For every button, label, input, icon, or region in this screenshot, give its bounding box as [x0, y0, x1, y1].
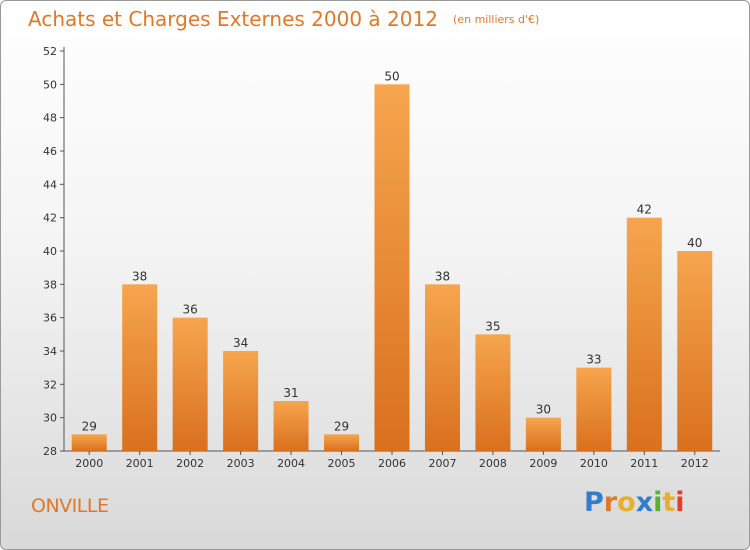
- logo-letter: i: [675, 487, 685, 518]
- bar-value-label: 30: [536, 403, 551, 417]
- bar: [424, 284, 460, 451]
- bar-value-label: 31: [283, 386, 298, 400]
- x-tick-label: 2002: [176, 457, 204, 470]
- bar: [374, 84, 410, 451]
- y-tick-label: 32: [43, 378, 57, 391]
- bar-value-label: 33: [586, 353, 601, 367]
- logo-letter: P: [584, 487, 604, 518]
- bar-value-label: 50: [384, 69, 399, 83]
- x-tick-label: 2008: [479, 457, 507, 470]
- bar-value-label: 35: [485, 319, 500, 333]
- x-tick-label: 2004: [277, 457, 305, 470]
- x-tick-label: 2007: [428, 457, 456, 470]
- bar: [122, 284, 158, 451]
- bar: [525, 417, 561, 451]
- y-tick-label: 48: [43, 112, 57, 125]
- bar-value-label: 40: [687, 236, 702, 250]
- x-tick-label: 2006: [378, 457, 406, 470]
- bar-value-label: 38: [132, 269, 147, 283]
- x-tick-label: 2010: [580, 457, 608, 470]
- y-tick-label: 52: [43, 45, 57, 58]
- x-tick-label: 2003: [227, 457, 255, 470]
- y-tick-label: 42: [43, 212, 57, 225]
- logo-letter: t: [662, 487, 676, 518]
- x-tick-label: 2000: [75, 457, 103, 470]
- bar: [223, 351, 259, 451]
- bar-value-label: 34: [233, 336, 248, 350]
- logo-letter: i: [653, 487, 663, 518]
- x-tick-label: 2011: [630, 457, 658, 470]
- y-tick-label: 46: [43, 145, 57, 158]
- bar-value-label: 36: [183, 303, 198, 317]
- bar-value-label: 29: [334, 419, 349, 433]
- logo-letter: r: [603, 487, 618, 518]
- commune-name: ONVILLE: [31, 495, 109, 517]
- y-tick-label: 34: [43, 345, 57, 358]
- bar: [273, 401, 309, 451]
- y-tick-label: 28: [43, 445, 57, 458]
- y-tick-label: 50: [43, 78, 57, 91]
- logo-letter: o: [617, 487, 636, 518]
- bar: [677, 251, 713, 451]
- bar: [172, 317, 208, 451]
- x-tick-label: 2005: [328, 457, 356, 470]
- y-tick-label: 36: [43, 312, 57, 325]
- y-tick-label: 30: [43, 412, 57, 425]
- title-row: Achats et Charges Externes 2000 à 2012 (…: [28, 7, 539, 31]
- y-tick-label: 38: [43, 278, 57, 291]
- bar-value-label: 42: [637, 203, 652, 217]
- bar-value-label: 38: [435, 269, 450, 283]
- bar: [475, 334, 511, 451]
- chart-unit: (en milliers d'€): [453, 13, 540, 26]
- bar: [626, 217, 662, 451]
- bar: [576, 367, 612, 451]
- x-tick-label: 2012: [681, 457, 709, 470]
- bar: [71, 434, 107, 451]
- bar-value-label: 29: [82, 419, 97, 433]
- x-tick-label: 2001: [126, 457, 154, 470]
- x-tick-label: 2009: [529, 457, 557, 470]
- logo-letter: x: [635, 487, 654, 518]
- chart-title: Achats et Charges Externes 2000 à 2012: [28, 7, 438, 31]
- proxiti-logo: Proxiti: [584, 487, 685, 518]
- y-tick-label: 40: [43, 245, 57, 258]
- bar: [324, 434, 360, 451]
- y-tick-label: 44: [43, 178, 57, 191]
